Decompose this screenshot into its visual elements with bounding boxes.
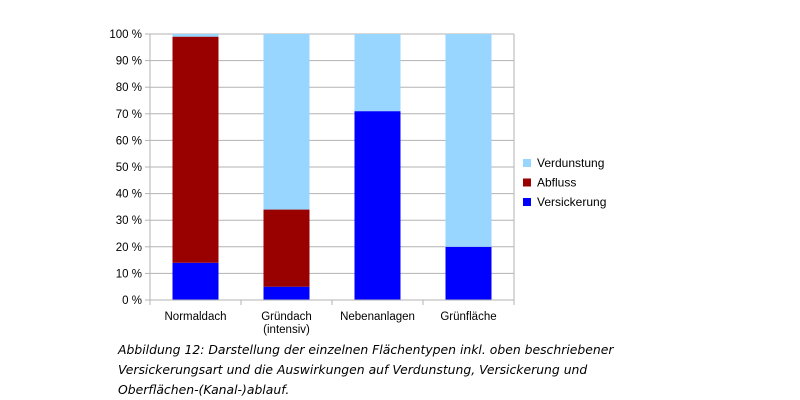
legend-label: Abfluss [537, 176, 576, 190]
x-tick-label: Nebenanlagen [340, 311, 415, 323]
caption-line-3: Oberflächen-(Kanal-)ablauf. [118, 382, 290, 397]
y-tick-label: 10 % [116, 268, 142, 280]
y-tick-label: 100 % [109, 29, 142, 41]
bar-segment [354, 111, 401, 300]
y-tick-label: 90 % [116, 56, 142, 68]
legend-swatch [523, 198, 531, 206]
bar-segment [354, 34, 401, 112]
y-tick-label: 50 % [116, 162, 142, 174]
bar-segment [445, 246, 492, 300]
stacked-bar-chart: 0 % 10 % 20 % 30 % 40 % 50 % 60 % 70 % 80 % 90 % 1… [109, 29, 606, 336]
y-tick-label: 0 % [122, 295, 142, 307]
caption-line-1: Abbildung 12: Darstellung der einzelnen … [118, 342, 614, 357]
bar-segment [172, 36, 219, 263]
legend: Verdunstung Abfluss Versickerung [523, 156, 606, 209]
y-axis-ticks: 0 % 10 % 20 % 30 % 40 % 50 % 60 % 70 % 80 % 90 % 1… [109, 29, 150, 307]
bar-segment [445, 34, 492, 247]
bar-segment [172, 262, 219, 300]
axes [149, 34, 515, 305]
bar-segment [263, 209, 310, 287]
x-tick-label: Gründach (intensiv) [261, 311, 312, 336]
y-tick-label: 40 % [116, 189, 142, 201]
figure-caption: Abbildung 12: Darstellung der einzelnen … [118, 340, 758, 400]
legend-swatch [523, 178, 531, 187]
bars [172, 34, 492, 300]
y-tick-label: 80 % [116, 82, 142, 94]
y-tick-label: 60 % [116, 135, 142, 147]
bar-segment [263, 286, 310, 300]
y-tick-label: 70 % [116, 109, 142, 121]
legend-swatch [523, 159, 531, 167]
bar-segment [172, 34, 219, 37]
legend-label: Versickerung [537, 195, 606, 209]
x-tick-label: Grünfläche [440, 311, 496, 323]
x-tick-label: Normaldach [165, 311, 227, 323]
caption-line-2: Versickerungsart und die Auswirkungen au… [118, 362, 588, 377]
legend-label: Verdunstung [537, 156, 604, 170]
y-tick-label: 30 % [116, 215, 142, 227]
y-tick-label: 20 % [116, 242, 142, 254]
bar-segment [263, 34, 310, 210]
x-axis-labels: Normaldach Gründach (intensiv) Nebenanlagen… [165, 311, 497, 336]
